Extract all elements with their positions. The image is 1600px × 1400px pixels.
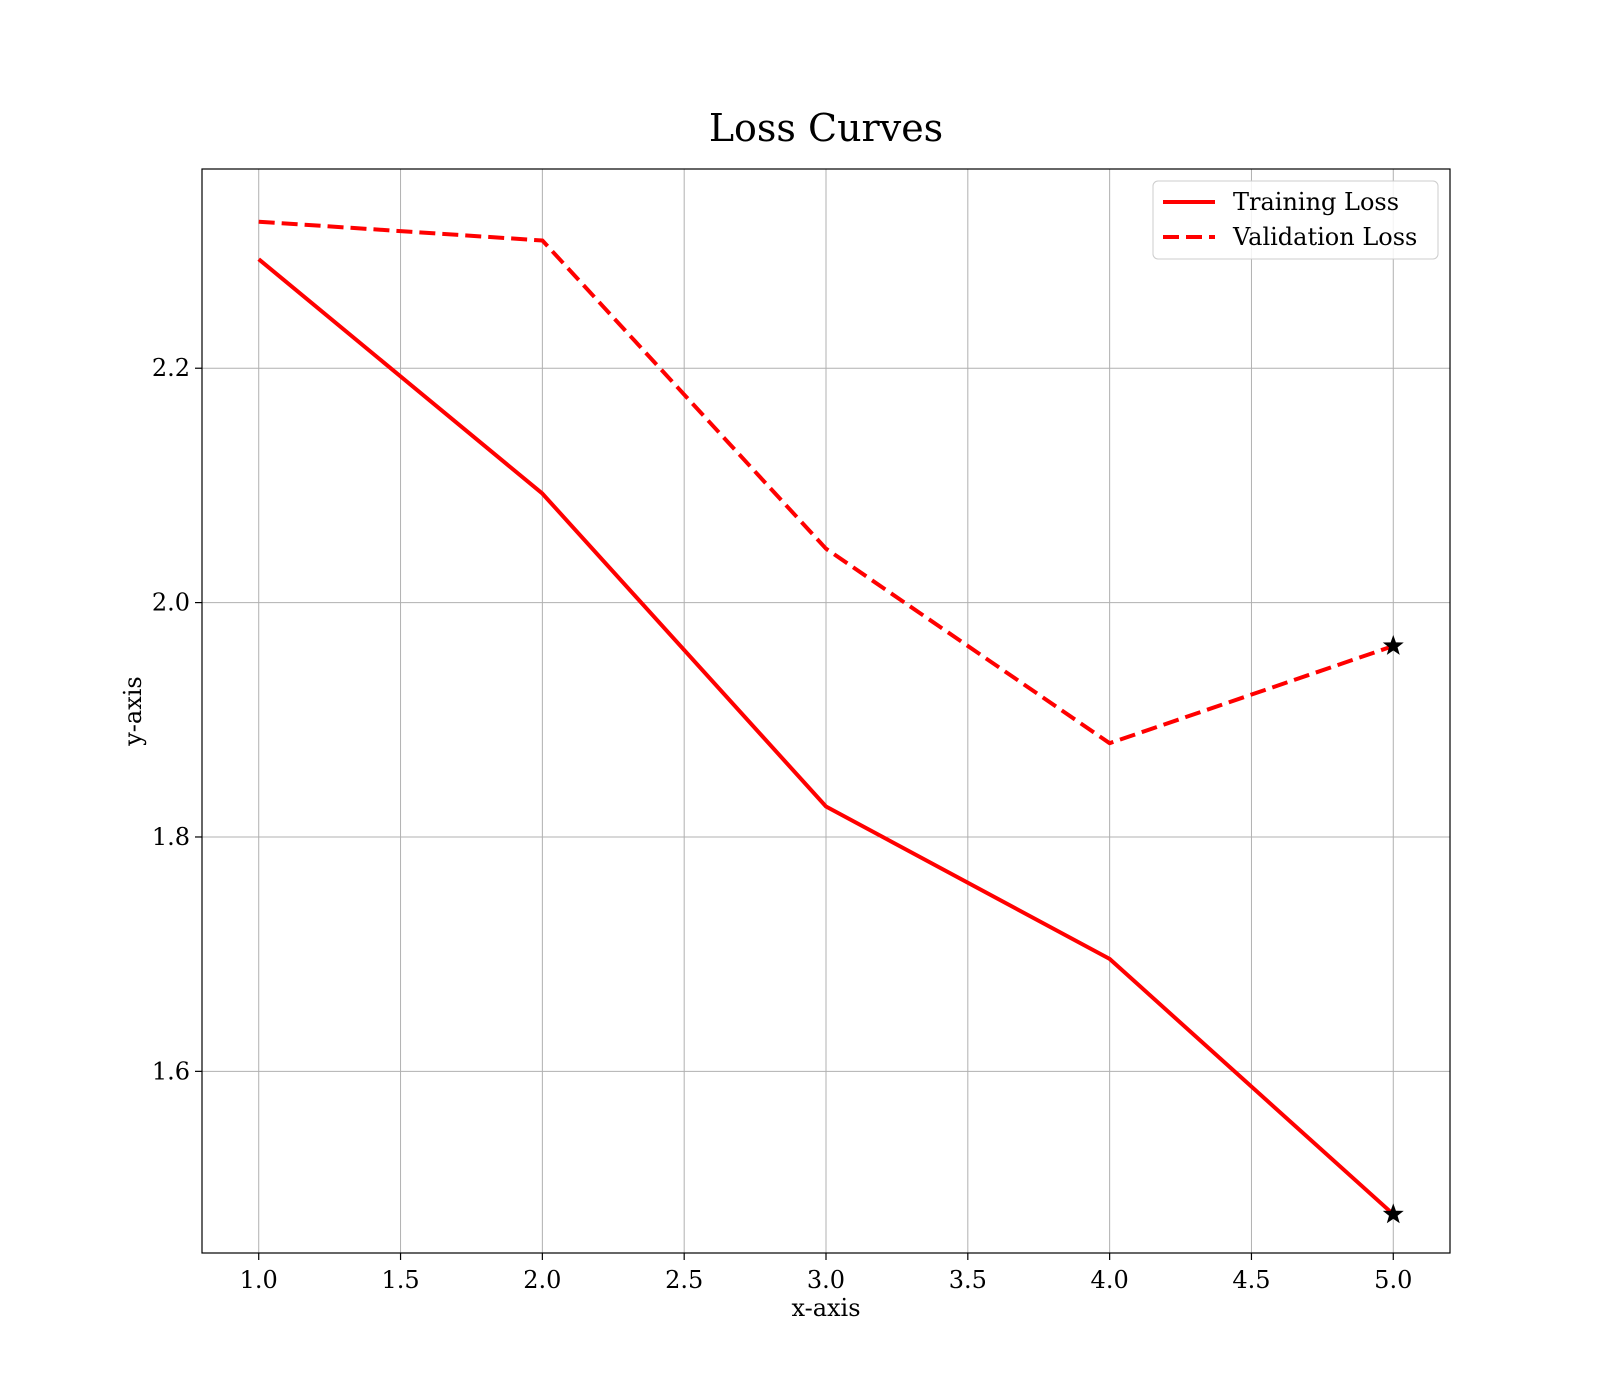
y-tick-label: 1.8 bbox=[152, 823, 190, 851]
legend-label: Training Loss bbox=[1233, 188, 1399, 216]
x-tick-label: 2.0 bbox=[523, 1266, 561, 1294]
series-lines bbox=[257, 219, 1395, 1216]
y-tick-label: 2.0 bbox=[152, 589, 190, 617]
x-tick-label: 5.0 bbox=[1374, 1266, 1412, 1294]
x-tick-label: 4.5 bbox=[1232, 1266, 1270, 1294]
x-axis-title: x-axis bbox=[791, 1294, 860, 1322]
star-markers bbox=[1382, 634, 1404, 1224]
x-tick-label: 4.0 bbox=[1091, 1266, 1129, 1294]
training-loss-line bbox=[257, 257, 1395, 1216]
y-tick-label: 2.2 bbox=[152, 354, 190, 382]
legend-box bbox=[1152, 180, 1439, 260]
star-marker bbox=[1382, 634, 1404, 655]
x-tick-label: 1.0 bbox=[240, 1266, 278, 1294]
y-axis-title: y-axis bbox=[119, 676, 147, 747]
x-tick-label: 1.5 bbox=[381, 1266, 419, 1294]
y-tick-label: 1.6 bbox=[152, 1057, 190, 1085]
star-marker bbox=[1382, 1203, 1404, 1224]
x-tick-label: 3.0 bbox=[807, 1266, 845, 1294]
axis-ticks: 1.0 1.5 2.0 2.5 3.0 3.5 4.0 4.5 5.0 1.6 1.8 2.0 2.2 bbox=[152, 354, 1413, 1294]
grid bbox=[202, 169, 1450, 1253]
validation-loss-line bbox=[258, 219, 1394, 746]
x-tick-label: 2.5 bbox=[665, 1266, 703, 1294]
x-tick-label: 3.5 bbox=[949, 1266, 987, 1294]
legend: Training Loss Validation Loss bbox=[1152, 180, 1439, 260]
legend-label: Validation Loss bbox=[1232, 223, 1417, 251]
chart-title: Loss Curves bbox=[709, 106, 943, 150]
